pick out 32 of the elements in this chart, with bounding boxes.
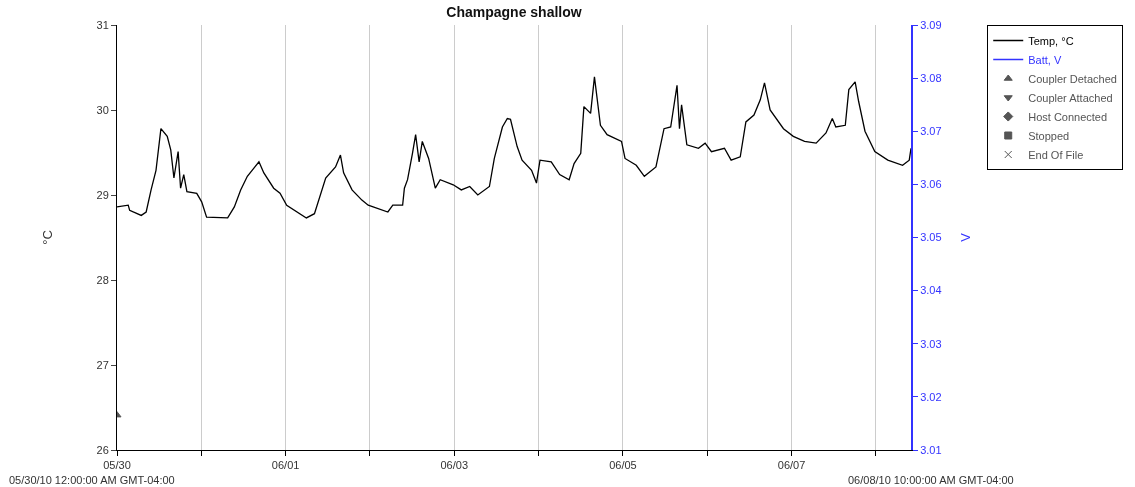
y2-tick-label: 3.01	[920, 443, 942, 456]
legend-label: Coupler Detached	[1028, 72, 1117, 85]
y2-tick-label: 3.09	[920, 18, 942, 31]
legend-label: End Of File	[1028, 148, 1084, 161]
legend-label: Batt, V	[1028, 53, 1062, 66]
text: 05/30/10 12:00:00 AM GMT-04:00	[9, 474, 175, 486]
y2-axis-title: V	[957, 232, 973, 242]
chart-title: Champagne shallow	[446, 4, 582, 21]
y-tick-label: 31	[96, 18, 109, 31]
y-tick-label: 29	[96, 188, 109, 201]
y-tick-label: 27	[96, 358, 109, 371]
y-axis-title: °C	[40, 230, 56, 245]
x-tick-label: 05/30	[103, 459, 131, 472]
y-tick-label: 26	[96, 443, 109, 456]
text: 06/08/10 10:00:00 AM GMT-04:00	[848, 474, 1014, 486]
y-tick-label: 30	[96, 103, 109, 116]
legend-label: Coupler Attached	[1028, 91, 1113, 104]
y2-tick-label: 3.04	[920, 284, 942, 297]
y-tick-label: 28	[96, 273, 109, 286]
y2-tick-label: 3.06	[920, 178, 942, 191]
x-tick-label: 06/07	[777, 459, 806, 472]
x-tick-label: 06/01	[271, 459, 300, 472]
y2-tick-label: 3.02	[920, 390, 942, 403]
legend-label: Stopped	[1028, 129, 1070, 142]
y2-tick-label: 3.08	[920, 71, 942, 84]
y2-tick-label: 3.03	[920, 337, 942, 350]
legend-label: Host Connected	[1028, 110, 1108, 123]
legend-label: Temp, °C	[1028, 34, 1074, 47]
y2-tick-label: 3.05	[920, 231, 942, 244]
x-tick-label: 06/05	[609, 459, 637, 472]
x-tick-label: 06/03	[440, 459, 469, 472]
y2-tick-label: 3.07	[920, 125, 942, 138]
